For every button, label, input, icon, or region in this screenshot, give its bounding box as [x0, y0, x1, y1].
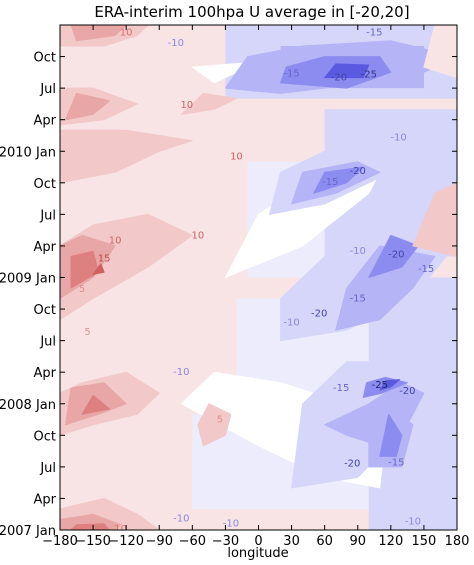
contour-label: -20	[388, 249, 404, 260]
contour-label: -15	[350, 294, 366, 305]
y-tick-label: Jul	[39, 208, 56, 223]
contour-label: -20	[344, 459, 360, 470]
contour-region	[335, 245, 436, 331]
contour-region	[313, 166, 364, 194]
contour-label: -15	[333, 383, 349, 394]
contour-region	[70, 523, 111, 530]
contour-label: 10	[180, 100, 193, 111]
y-tick-label: Jul	[39, 82, 56, 97]
contour-label: -20	[350, 166, 366, 177]
x-tick-label: −30	[212, 534, 239, 549]
contour-label: -10	[223, 519, 239, 530]
y-tick-label: Oct	[34, 51, 56, 66]
x-tick-label: −90	[146, 534, 173, 549]
x-tick-label: 60	[316, 534, 333, 549]
x-axis: −180−150−120 −90 −60 −30 0 30 60 90 120 150 180	[42, 25, 469, 549]
y-tick-label: 2007 Jan	[0, 524, 56, 539]
x-tick-label: −60	[179, 534, 206, 549]
contour-region	[60, 129, 193, 184]
contour-label: 10	[191, 230, 204, 241]
contour-label: -15	[283, 68, 299, 79]
contour-label: 15	[98, 254, 111, 265]
contour-region	[180, 92, 237, 115]
contour-label: -25	[361, 69, 377, 80]
x-tick-label: 180	[445, 534, 470, 549]
x-tick-label: −180	[42, 534, 78, 549]
contour-label: 10	[230, 152, 243, 163]
y-tick-label: Jul	[39, 335, 56, 350]
contour-label: -25	[372, 380, 388, 391]
x-tick-label: −150	[75, 534, 111, 549]
contour-label: -15	[366, 27, 382, 38]
contour-label: 10	[109, 236, 122, 247]
y-tick-label: Oct	[34, 303, 56, 318]
y-tick-label: 2010 Jan	[0, 145, 56, 160]
y-axis: 2007 Jan Apr Jul Oct 2008 Jan Apr Jul Oct 2009 J…	[0, 51, 457, 539]
y-tick-label: 2009 Jan	[0, 272, 56, 287]
x-tick-label: −120	[108, 534, 144, 549]
contour-region	[92, 263, 105, 275]
chart-title: ERA-interim 100hpa U average in [-20,20]	[94, 3, 409, 21]
contour-label: -15	[388, 458, 404, 469]
contour-label: 5	[79, 284, 85, 295]
contour-label: -10	[405, 517, 421, 528]
x-tick-label: 90	[349, 534, 366, 549]
contour-region	[81, 394, 111, 415]
y-tick-label: Oct	[34, 429, 56, 444]
contour-label: -10	[350, 246, 366, 257]
contour-label: -15	[418, 264, 434, 275]
contour-label: -10	[283, 318, 299, 329]
y-tick-label: Apr	[34, 492, 57, 507]
x-tick-label: 150	[412, 534, 437, 549]
x-tick-label: 120	[378, 534, 403, 549]
contour-region	[423, 25, 457, 79]
y-tick-label: Apr	[34, 114, 57, 129]
contour-label: 10	[120, 27, 133, 38]
y-tick-label: Oct	[34, 177, 56, 192]
x-tick-label: 0	[254, 534, 262, 549]
contour-label: -20	[399, 386, 415, 397]
contour-label: 10	[114, 524, 127, 535]
contour-region	[70, 250, 100, 289]
y-tick-label: Apr	[34, 366, 57, 381]
contour-region	[379, 413, 403, 457]
x-axis-label: longitude	[227, 546, 288, 561]
contour-label: -15	[322, 177, 338, 188]
contour-label-layer: 10 -10 -15 -15 -20 -25 10 -10 10 -15 -20 10 15 10 -10 -…	[79, 27, 434, 535]
contour-label: -20	[331, 73, 347, 84]
plot-area: 10 -10 -15 -15 -20 -25 10 -10 10 -15 -20 10 15 10 -10 -…	[60, 25, 457, 535]
contour-region	[70, 25, 127, 42]
contour-region	[379, 379, 401, 391]
contour-label: -10	[173, 513, 189, 524]
contour-region	[412, 182, 457, 257]
contour-label: -10	[168, 38, 184, 49]
contour-label: 5	[217, 415, 223, 426]
y-tick-label: Apr	[34, 240, 57, 255]
x-tick-label: 30	[283, 534, 300, 549]
contour-label: -10	[173, 367, 189, 378]
contour-region	[324, 63, 370, 79]
contour-label: 5	[84, 327, 90, 338]
y-tick-label: 2008 Jan	[0, 398, 56, 413]
contour-region	[65, 92, 111, 121]
contour-blob-layer	[60, 25, 457, 530]
contour-label: -20	[311, 308, 327, 319]
contour-label: -10	[390, 133, 406, 144]
contour-region	[197, 403, 232, 447]
y-tick-label: Jul	[39, 461, 56, 476]
